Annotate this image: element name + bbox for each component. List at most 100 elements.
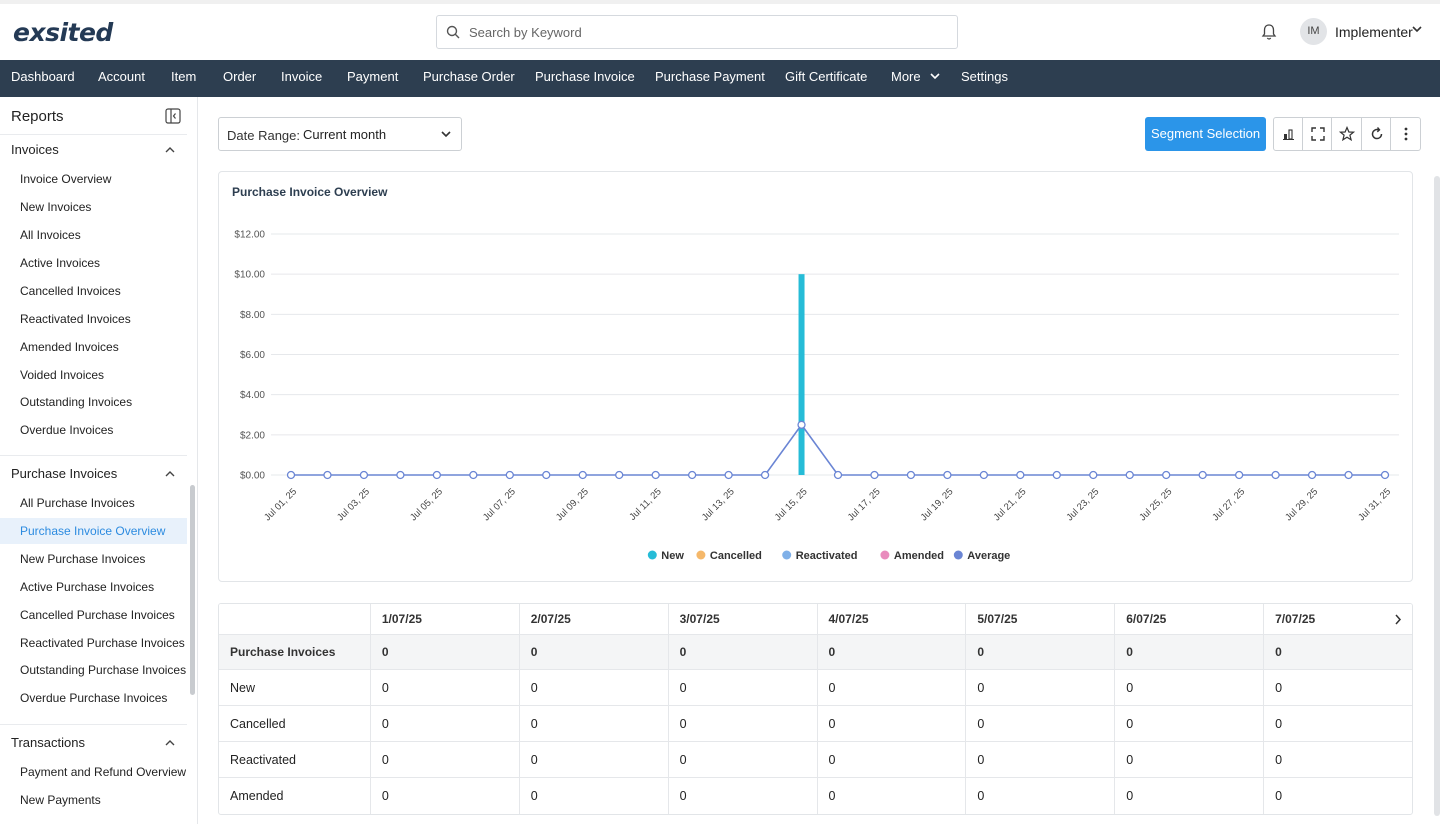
series-line-average bbox=[291, 423, 1385, 476]
table-header-cell: 6/07/25 bbox=[1114, 604, 1263, 634]
x-tick-label: Jul 21, 25 bbox=[992, 486, 1029, 523]
chevron-up-icon[interactable] bbox=[165, 470, 175, 477]
row-label: Cancelled bbox=[230, 716, 286, 731]
user-avatar[interactable]: IM bbox=[1300, 18, 1327, 45]
nav-gift-certificate[interactable]: Gift Certificate bbox=[785, 69, 868, 84]
data-point bbox=[687, 470, 697, 480]
sidebar-item-purchase-invoice-overview[interactable]: Purchase Invoice Overview bbox=[0, 518, 187, 544]
nav-dashboard[interactable]: Dashboard bbox=[11, 69, 75, 84]
divider bbox=[0, 134, 187, 135]
row-label: Purchase Invoices bbox=[230, 645, 336, 659]
sidebar-item-invoice-overview[interactable]: Invoice Overview bbox=[20, 172, 112, 186]
data-point bbox=[1271, 470, 1280, 480]
sidebar-item-voided-invoices[interactable]: Voided Invoices bbox=[20, 368, 105, 382]
legend-marker bbox=[782, 550, 792, 560]
sidebar-item-reactivated-purchase-invoices[interactable]: Reactivated Purchase Invoices bbox=[20, 636, 185, 650]
sidebar-item-overdue-purchase-invoices[interactable]: Overdue Purchase Invoices bbox=[20, 691, 168, 705]
sidebar-item-all-invoices[interactable]: All Invoices bbox=[20, 228, 81, 242]
sidebar-item-amended-invoices[interactable]: Amended Invoices bbox=[20, 340, 119, 354]
date-range-select[interactable]: Date Range: Current month bbox=[218, 117, 462, 151]
app-logo[interactable]: exsited bbox=[13, 18, 113, 47]
collapse-sidebar-icon[interactable] bbox=[165, 108, 181, 124]
data-point bbox=[724, 470, 733, 480]
nav-account[interactable]: Account bbox=[98, 69, 145, 84]
legend-label: Amended bbox=[894, 550, 944, 562]
nav-payment[interactable]: Payment bbox=[347, 69, 399, 84]
sidebar-item-new-purchase-invoices[interactable]: New Purchase Invoices bbox=[20, 552, 146, 566]
data-point bbox=[286, 470, 296, 480]
legend-marker bbox=[647, 550, 657, 560]
divider bbox=[0, 455, 187, 456]
section-invoices[interactable]: Invoices bbox=[11, 142, 59, 157]
more-options-button[interactable] bbox=[1391, 118, 1420, 150]
row-label: Reactivated bbox=[230, 752, 297, 767]
data-point bbox=[359, 470, 369, 480]
table-cell: 0 bbox=[667, 706, 817, 741]
x-tick-label: Jul 03, 25 bbox=[335, 486, 372, 523]
search-box[interactable] bbox=[436, 15, 958, 49]
chevron-up-icon[interactable] bbox=[165, 146, 175, 153]
sidebar-item-outstanding-invoices[interactable]: Outstanding Invoices bbox=[20, 395, 133, 409]
sidebar-item-overdue-invoices[interactable]: Overdue Invoices bbox=[20, 423, 114, 437]
table-cell: 0 bbox=[1114, 670, 1263, 705]
table-row: Purchase Invoices 0 0 0 0 0 0 0 bbox=[219, 635, 1412, 670]
sidebar-item-cancelled-invoices[interactable]: Cancelled Invoices bbox=[20, 284, 121, 298]
table-header-row: 1/07/25 2/07/25 3/07/25 4/07/25 5/07/25 … bbox=[219, 604, 1412, 635]
chevron-right-icon[interactable] bbox=[1394, 614, 1402, 625]
nav-purchase-payment[interactable]: Purchase Payment bbox=[655, 69, 765, 84]
table-cell: 0 bbox=[518, 706, 668, 741]
nav-item[interactable]: Item bbox=[171, 69, 197, 84]
data-point bbox=[1089, 470, 1098, 480]
sidebar-item-payment-and-refund-overview[interactable]: Payment and Refund Overview bbox=[20, 765, 187, 779]
table-row: Cancelled 0 0 0 0 0 0 0 bbox=[219, 706, 1412, 742]
refresh-button[interactable] bbox=[1362, 118, 1391, 150]
table-cell: 0 bbox=[816, 706, 966, 741]
data-point bbox=[651, 470, 660, 480]
x-tick-label: Jul 25, 25 bbox=[1137, 486, 1174, 523]
refresh-icon bbox=[1371, 127, 1382, 140]
table-cell: 0 bbox=[518, 742, 668, 777]
segment-selection-button[interactable]: Segment Selection bbox=[1145, 117, 1266, 151]
section-transactions[interactable]: Transactions bbox=[11, 735, 85, 750]
user-name[interactable]: Implementer bbox=[1335, 24, 1413, 40]
fullscreen-button[interactable] bbox=[1303, 118, 1333, 150]
nav-invoice[interactable]: Invoice bbox=[281, 69, 323, 84]
x-tick-label: Jul 31, 25 bbox=[1356, 486, 1393, 523]
sidebar-item-new-payments[interactable]: New Payments bbox=[20, 793, 101, 807]
section-purchase-invoices[interactable]: Purchase Invoices bbox=[11, 466, 118, 481]
table-cell: 0 bbox=[667, 742, 817, 777]
y-tick-label: $12.00 bbox=[234, 230, 265, 241]
chart-type-button[interactable] bbox=[1274, 118, 1304, 150]
sidebar-item-reactivated-invoices[interactable]: Reactivated Invoices bbox=[20, 312, 131, 326]
chevron-down-icon[interactable] bbox=[1412, 26, 1422, 33]
favorite-button[interactable] bbox=[1332, 118, 1362, 150]
content-scrollbar[interactable] bbox=[1434, 176, 1440, 816]
nav-order[interactable]: Order bbox=[223, 69, 257, 84]
data-table: 1/07/25 2/07/25 3/07/25 4/07/25 5/07/25 … bbox=[218, 603, 1413, 815]
nav-more[interactable]: More bbox=[891, 60, 940, 97]
sidebar-item-active-invoices[interactable]: Active Invoices bbox=[20, 256, 101, 270]
reports-sidebar: Reports Invoices Invoice Overview New In… bbox=[0, 97, 198, 824]
notification-bell-icon[interactable] bbox=[1261, 23, 1277, 41]
sidebar-item-all-purchase-invoices[interactable]: All Purchase Invoices bbox=[20, 496, 135, 510]
nav-settings[interactable]: Settings bbox=[961, 69, 1008, 84]
table-cell: 0 bbox=[1114, 742, 1263, 777]
x-tick-label: Jul 13, 25 bbox=[700, 486, 737, 523]
search-input[interactable] bbox=[469, 22, 939, 42]
nav-purchase-order[interactable]: Purchase Order bbox=[423, 69, 515, 84]
data-point bbox=[1380, 470, 1390, 480]
bar-new bbox=[798, 274, 805, 475]
x-tick-label: Jul 23, 25 bbox=[1064, 486, 1101, 523]
nav-purchase-invoice[interactable]: Purchase Invoice bbox=[535, 69, 635, 84]
legend-label: Cancelled bbox=[710, 550, 762, 562]
table-cell: 0 bbox=[369, 742, 519, 777]
table-cell: 0 bbox=[965, 742, 1114, 777]
fullscreen-icon bbox=[1311, 127, 1325, 141]
sidebar-item-outstanding-purchase-invoices[interactable]: Outstanding Purchase Invoices bbox=[20, 663, 187, 677]
chevron-up-icon[interactable] bbox=[165, 739, 175, 746]
sidebar-item-new-invoices[interactable]: New Invoices bbox=[20, 200, 92, 214]
sidebar-scrollbar[interactable] bbox=[190, 485, 195, 695]
sidebar-item-cancelled-purchase-invoices[interactable]: Cancelled Purchase Invoices bbox=[20, 608, 175, 622]
x-tick-label: Jul 29, 25 bbox=[1283, 486, 1320, 523]
sidebar-item-active-purchase-invoices[interactable]: Active Purchase Invoices bbox=[20, 580, 155, 594]
